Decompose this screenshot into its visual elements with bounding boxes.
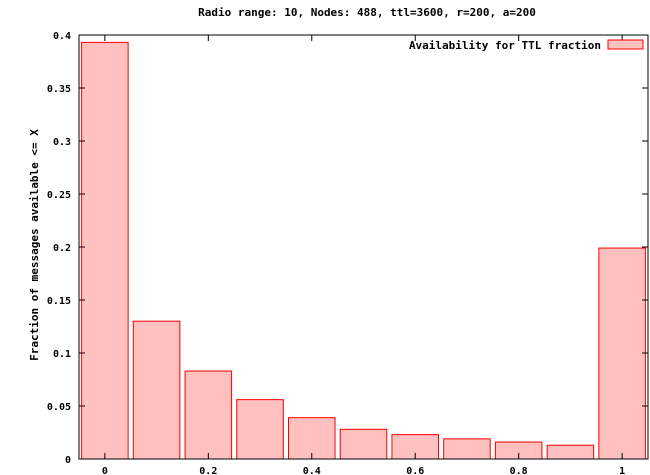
y-tick-label: 0.35 bbox=[47, 84, 71, 95]
y-tick-label: 0.4 bbox=[53, 31, 71, 42]
bar bbox=[81, 41, 129, 460]
ticks: 0 0.05 0.1 0.15 0.2 0.25 0.3 0.35 0.4 0 0.2 0.4 0.6 0… bbox=[47, 31, 648, 475]
x-tick-label: 0.2 bbox=[199, 466, 217, 475]
y-tick-label: 0.1 bbox=[53, 349, 71, 360]
y-tick-label: 0.25 bbox=[47, 190, 71, 201]
bars bbox=[81, 41, 646, 460]
bar bbox=[132, 320, 181, 460]
x-tick-label: 0.8 bbox=[510, 466, 528, 475]
plot-frame bbox=[78, 34, 649, 460]
bar bbox=[598, 247, 646, 460]
y-tick-label: 0 bbox=[65, 455, 71, 466]
bar bbox=[546, 444, 595, 460]
x-tick-label: 1 bbox=[619, 466, 625, 475]
bar bbox=[184, 370, 233, 460]
chart-title: Radio range: 10, Nodes: 488, ttl=3600, r… bbox=[198, 6, 536, 19]
bar bbox=[236, 399, 284, 460]
legend-swatch bbox=[607, 39, 644, 50]
bar bbox=[443, 438, 491, 460]
legend-label: Availability for TTL fraction bbox=[409, 39, 601, 52]
y-tick-label: 0.2 bbox=[53, 243, 71, 254]
legend: Availability for TTL fraction bbox=[409, 39, 644, 52]
y-axis-label: Fraction of messages available <= X bbox=[28, 129, 41, 361]
bar bbox=[287, 417, 336, 460]
y-tick-label: 0.15 bbox=[47, 296, 71, 307]
x-tick-label: 0.4 bbox=[303, 466, 321, 475]
y-tick-label: 0.05 bbox=[47, 402, 71, 413]
bar bbox=[339, 428, 388, 460]
x-tick-label: 0.6 bbox=[406, 466, 424, 475]
y-tick-label: 0.3 bbox=[53, 137, 71, 148]
x-tick-label: 0 bbox=[102, 466, 108, 475]
